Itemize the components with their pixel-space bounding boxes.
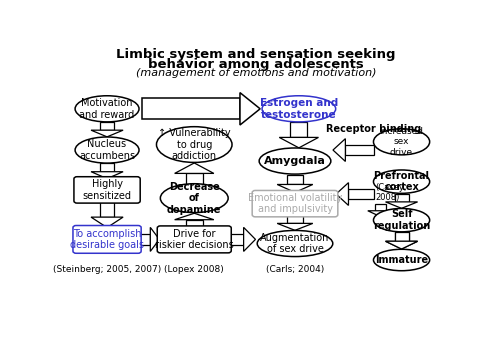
Text: Highly
sensitized: Highly sensitized: [82, 179, 132, 201]
Text: (Steinberg; 2005, 2007): (Steinberg; 2005, 2007): [53, 265, 161, 274]
Polygon shape: [336, 183, 348, 205]
Polygon shape: [186, 220, 203, 227]
Polygon shape: [91, 217, 123, 227]
Polygon shape: [348, 189, 374, 199]
Text: Self
regulation: Self regulation: [373, 209, 430, 231]
Polygon shape: [375, 203, 386, 211]
Polygon shape: [100, 163, 114, 172]
Polygon shape: [277, 223, 313, 230]
Polygon shape: [368, 211, 392, 217]
Polygon shape: [394, 232, 408, 241]
Polygon shape: [386, 241, 418, 249]
Polygon shape: [142, 99, 240, 119]
Polygon shape: [100, 122, 114, 130]
Ellipse shape: [374, 208, 430, 232]
Polygon shape: [333, 139, 345, 161]
Polygon shape: [139, 234, 150, 245]
FancyBboxPatch shape: [157, 226, 232, 253]
Ellipse shape: [75, 137, 139, 163]
Polygon shape: [150, 227, 160, 251]
Text: Increased
sex
drive: Increased sex drive: [380, 127, 424, 157]
Text: Estrogen and
testosterone: Estrogen and testosterone: [260, 98, 338, 120]
Polygon shape: [240, 92, 260, 125]
Polygon shape: [287, 215, 303, 223]
Ellipse shape: [257, 231, 333, 257]
Text: (Lopex 2008): (Lopex 2008): [164, 265, 224, 274]
Polygon shape: [386, 241, 418, 249]
Text: Emotional volatility
and impulsivity: Emotional volatility and impulsivity: [248, 193, 342, 215]
Text: (management of emotions and motivation): (management of emotions and motivation): [136, 68, 376, 78]
Polygon shape: [287, 175, 303, 185]
Ellipse shape: [374, 249, 430, 271]
FancyBboxPatch shape: [252, 190, 338, 217]
Text: Immature: Immature: [375, 255, 428, 265]
Polygon shape: [174, 213, 214, 220]
Ellipse shape: [262, 96, 336, 122]
Polygon shape: [346, 145, 374, 155]
FancyBboxPatch shape: [74, 177, 140, 203]
Text: Amygdala: Amygdala: [264, 156, 326, 166]
Text: Augmentation
of sex drive: Augmentation of sex drive: [260, 233, 330, 254]
Text: ↑ Vulnerability
to drug
addiction: ↑ Vulnerability to drug addiction: [158, 128, 230, 161]
Polygon shape: [394, 194, 408, 202]
Ellipse shape: [75, 96, 139, 122]
Polygon shape: [386, 202, 418, 208]
Polygon shape: [91, 172, 123, 178]
Polygon shape: [244, 227, 256, 251]
FancyBboxPatch shape: [73, 226, 141, 253]
Polygon shape: [91, 130, 123, 137]
Polygon shape: [394, 232, 408, 241]
Polygon shape: [280, 137, 318, 148]
Text: (Casey;
2008): (Casey; 2008): [376, 183, 407, 202]
Text: Receptor binding: Receptor binding: [326, 124, 421, 134]
Text: Decrease
of
dopamine: Decrease of dopamine: [167, 182, 222, 215]
Polygon shape: [186, 174, 203, 211]
Ellipse shape: [374, 129, 430, 155]
Ellipse shape: [259, 148, 331, 174]
Ellipse shape: [374, 170, 430, 193]
Text: Limbic system and sensation seeking: Limbic system and sensation seeking: [116, 48, 396, 61]
Polygon shape: [100, 201, 114, 217]
Ellipse shape: [160, 184, 228, 212]
Text: To accomplish
desirable goals: To accomplish desirable goals: [70, 228, 144, 250]
Text: Motivation
and reward: Motivation and reward: [80, 98, 134, 120]
Polygon shape: [229, 234, 244, 245]
Polygon shape: [290, 122, 308, 137]
Polygon shape: [277, 185, 313, 192]
Text: Nucleus
accumbens: Nucleus accumbens: [79, 139, 135, 161]
Polygon shape: [174, 163, 214, 174]
Text: Drive for
riskier decisions: Drive for riskier decisions: [155, 228, 234, 250]
Text: behavior among adolescents: behavior among adolescents: [148, 58, 364, 71]
Text: (Carls; 2004): (Carls; 2004): [266, 265, 324, 274]
Ellipse shape: [156, 127, 232, 162]
Text: Prefrontal
cortex: Prefrontal cortex: [374, 171, 430, 192]
